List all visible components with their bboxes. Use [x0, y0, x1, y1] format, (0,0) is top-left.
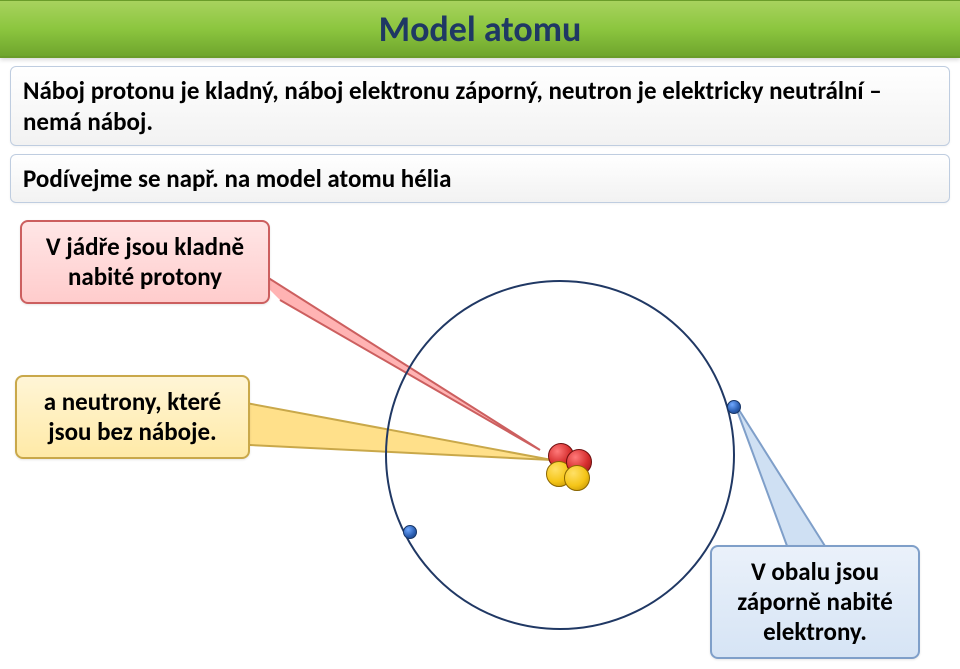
- neutron-particle: [564, 465, 590, 491]
- electron: [403, 525, 417, 539]
- callout-protons: V jádře jsou kladně nabité protony: [20, 220, 270, 304]
- electron: [727, 400, 741, 414]
- page-title: Model atomu: [379, 7, 582, 51]
- callout-label: a neutrony, které jsou bez náboje.: [44, 386, 222, 447]
- atom-diagram: V jádře jsou kladně nabité protony a neu…: [0, 190, 960, 660]
- title-banner: Model atomu: [0, 0, 960, 58]
- callout-electrons: V obalu jsou záporně nabité elektrony.: [710, 545, 920, 659]
- callout-label: V jádře jsou kladně nabité protony: [46, 231, 244, 292]
- callout-label: V obalu jsou záporně nabité elektrony.: [737, 556, 893, 647]
- info-box-charge: Náboj protonu je kladný, náboj elektronu…: [10, 66, 950, 146]
- callout-electron-tail: [720, 390, 840, 560]
- callout-neutrons: a neutrony, které jsou bez náboje.: [15, 375, 250, 459]
